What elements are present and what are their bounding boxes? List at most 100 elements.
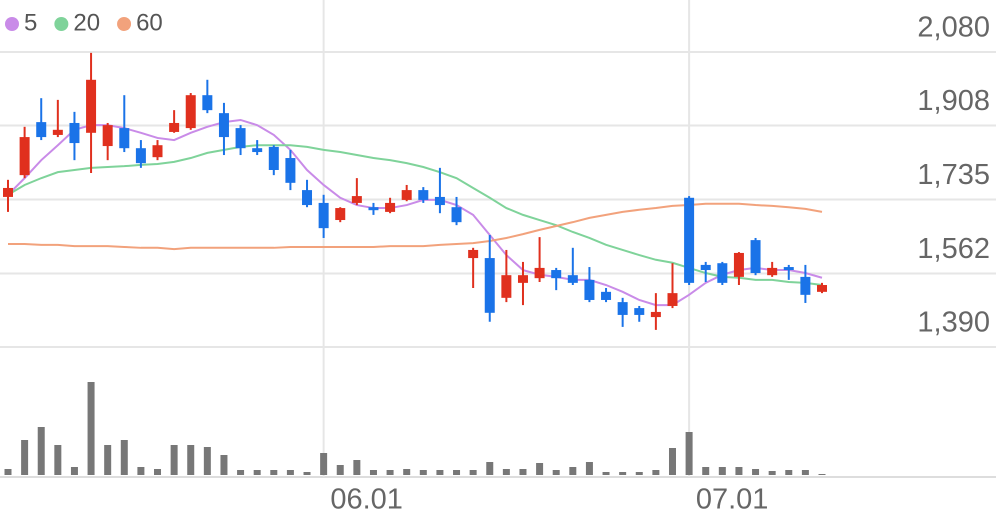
candle-body [318, 202, 329, 229]
volume-bar [353, 460, 361, 475]
volume-bar [818, 474, 826, 475]
legend-dot [5, 17, 19, 31]
candle-body [351, 196, 362, 203]
candle-body [302, 190, 313, 206]
volume-bar [187, 445, 195, 475]
volume-bar [702, 467, 710, 475]
volume-bar [170, 445, 178, 475]
volume-bar [203, 447, 211, 475]
candle-body [817, 285, 827, 292]
candle-body [484, 258, 495, 313]
candle-body [19, 137, 30, 176]
candle-body [3, 187, 13, 197]
candle-body [102, 125, 113, 147]
volume-bar [668, 448, 676, 475]
volume-bar [54, 445, 62, 475]
y-tick-label: 2,080 [917, 12, 990, 44]
volume-bar [502, 469, 510, 475]
candle-body [185, 95, 196, 129]
candle-body [52, 129, 63, 135]
candle-body [551, 270, 562, 279]
volume-bar [635, 472, 643, 475]
candle-body [335, 208, 346, 221]
volume-bar [286, 470, 294, 475]
legend-dot [54, 17, 69, 31]
candle-body [235, 128, 246, 149]
candle-body [634, 308, 645, 315]
volume-bar [469, 470, 477, 475]
volume-bar [785, 470, 793, 475]
candle-body [268, 146, 279, 170]
volume-bar [70, 467, 78, 475]
volume-bar [403, 469, 411, 475]
candle-body [534, 267, 545, 279]
moving-average-line [7, 118, 823, 307]
candle-body [684, 197, 695, 283]
volume-bar [652, 470, 660, 475]
volume-bar [270, 470, 278, 475]
candle-body [86, 79, 97, 133]
candle-body [451, 207, 462, 223]
volume-bar [801, 470, 809, 475]
legend-label: 5 [24, 9, 37, 36]
volume-bar [486, 462, 494, 475]
y-tick-label: 1,735 [917, 159, 990, 191]
legend-label: 60 [136, 9, 163, 36]
volume-bar [519, 469, 527, 475]
volume-bar [552, 470, 560, 475]
volume-bar [619, 472, 627, 475]
candle-body [135, 148, 146, 164]
candle-body [252, 148, 263, 153]
candle-body [169, 122, 180, 132]
volume-bar [419, 470, 427, 475]
volume-bar [87, 382, 95, 475]
moving-average-line [8, 202, 823, 251]
candle-body [517, 275, 528, 283]
candle-body [152, 145, 163, 158]
candle-body [501, 275, 512, 298]
volume-bar [768, 471, 776, 475]
candle-body [783, 267, 794, 271]
candle-body [218, 113, 229, 138]
volume-bar [4, 469, 12, 475]
volume-bar [436, 470, 444, 475]
candle-body [733, 252, 744, 277]
y-tick-label: 1,390 [917, 307, 990, 339]
volume-bar [718, 467, 726, 475]
volume-bar [21, 440, 29, 475]
candle-body [368, 207, 379, 211]
candle-body [601, 291, 612, 300]
candle-body [418, 190, 429, 200]
candle-body [584, 279, 595, 300]
volume-bar [120, 440, 128, 475]
volume-bar [37, 427, 45, 475]
candle-body [617, 302, 628, 315]
candle-body [667, 293, 678, 306]
volume-bar [685, 432, 693, 475]
candle-body [567, 275, 578, 283]
volume-bar [154, 469, 162, 475]
y-tick-label: 1,908 [917, 85, 990, 117]
volume-bar [569, 467, 577, 475]
volume-bar [137, 467, 145, 475]
volume-bar [386, 470, 394, 475]
candle-body [202, 95, 213, 111]
candle-body [767, 267, 778, 276]
volume-bar [237, 470, 245, 475]
volume-bar [585, 462, 593, 475]
volume-bar [369, 470, 377, 475]
candle-body [36, 122, 47, 138]
candle-body [468, 249, 479, 259]
candle-body [750, 240, 761, 274]
volume-bar [453, 470, 461, 475]
volume-bar [602, 472, 610, 475]
volume-bar [752, 469, 760, 475]
legend-dot [117, 17, 132, 31]
volume-bar [320, 453, 328, 475]
candle-body [69, 122, 80, 144]
legend-label: 20 [73, 9, 100, 36]
y-tick-label: 1,562 [917, 233, 990, 265]
candle-body [650, 311, 661, 318]
